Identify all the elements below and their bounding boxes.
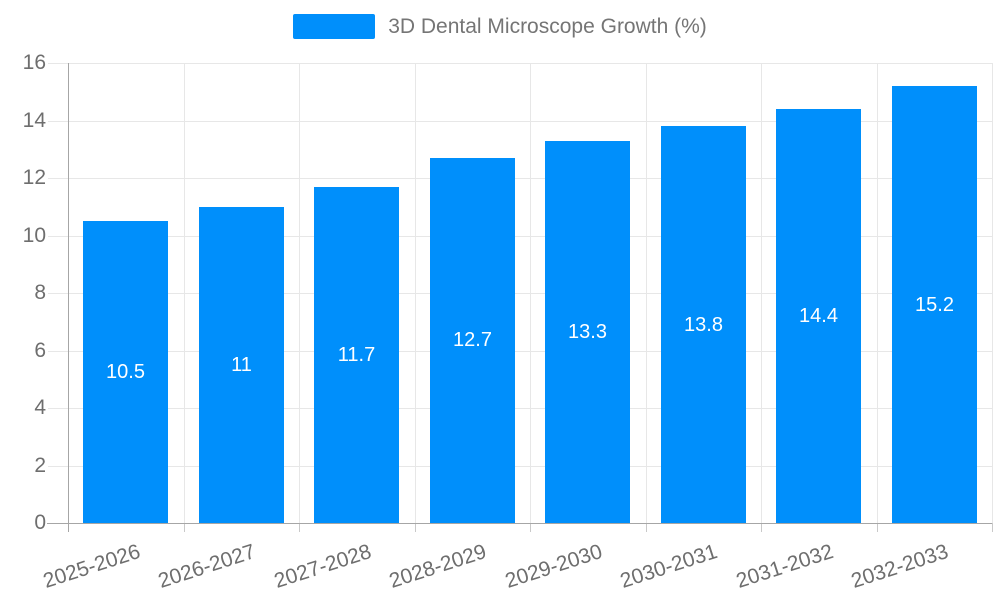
bar[interactable] — [776, 109, 861, 523]
x-axis-tick — [646, 523, 647, 532]
bar[interactable] — [430, 158, 515, 523]
y-axis-tick — [48, 63, 68, 64]
bar-value-label: 11.7 — [337, 344, 376, 366]
y-axis-label: 10 — [22, 224, 46, 247]
x-axis-tick — [415, 523, 416, 532]
legend-swatch — [293, 14, 376, 39]
bar[interactable] — [661, 126, 746, 523]
x-gridline — [299, 63, 300, 523]
x-axis-tick — [184, 523, 185, 532]
y-axis-tick — [48, 293, 68, 294]
x-axis-tick — [992, 523, 993, 532]
x-gridline — [761, 63, 762, 523]
y-axis-label: 6 — [34, 339, 46, 362]
bar-value-label: 10.5 — [106, 361, 145, 383]
y-axis-label: 0 — [34, 511, 46, 534]
y-axis-label: 4 — [34, 396, 46, 419]
y-axis-tick — [48, 121, 68, 122]
x-axis-tick — [299, 523, 300, 532]
x-axis-tick — [530, 523, 531, 532]
bar-value-label: 12.7 — [453, 329, 492, 351]
bar-value-label: 15.2 — [915, 294, 954, 316]
y-axis-tick — [48, 408, 68, 409]
bar-value-label: 13.8 — [684, 314, 723, 336]
legend[interactable]: 3D Dental Microscope Growth (%) — [0, 14, 1000, 39]
x-gridline — [415, 63, 416, 523]
y-axis-tick — [48, 236, 68, 237]
y-axis-tick — [48, 351, 68, 352]
bar[interactable] — [199, 207, 284, 523]
y-axis-label: 14 — [22, 109, 46, 132]
x-axis-tick — [761, 523, 762, 532]
y-axis-tick — [48, 466, 68, 467]
x-gridline — [646, 63, 647, 523]
bar[interactable] — [83, 221, 168, 523]
x-gridline — [184, 63, 185, 523]
x-axis-tick — [877, 523, 878, 532]
bar[interactable] — [314, 187, 399, 523]
bar-value-label: 11 — [231, 354, 252, 376]
y-axis-label: 2 — [34, 454, 46, 477]
x-gridline — [992, 63, 993, 523]
x-axis-line — [47, 523, 992, 524]
bar-value-label: 14.4 — [799, 305, 838, 327]
y-axis-tick — [48, 178, 68, 179]
x-gridline — [530, 63, 531, 523]
y-axis-line — [68, 63, 69, 532]
bar-value-label: 13.3 — [568, 321, 607, 343]
bar[interactable] — [892, 86, 977, 523]
x-gridline — [877, 63, 878, 523]
bar[interactable] — [545, 141, 630, 523]
y-axis-label: 12 — [22, 166, 46, 189]
y-axis-label: 16 — [22, 51, 46, 74]
legend-label: 3D Dental Microscope Growth (%) — [388, 14, 707, 38]
y-axis-label: 8 — [34, 281, 46, 304]
